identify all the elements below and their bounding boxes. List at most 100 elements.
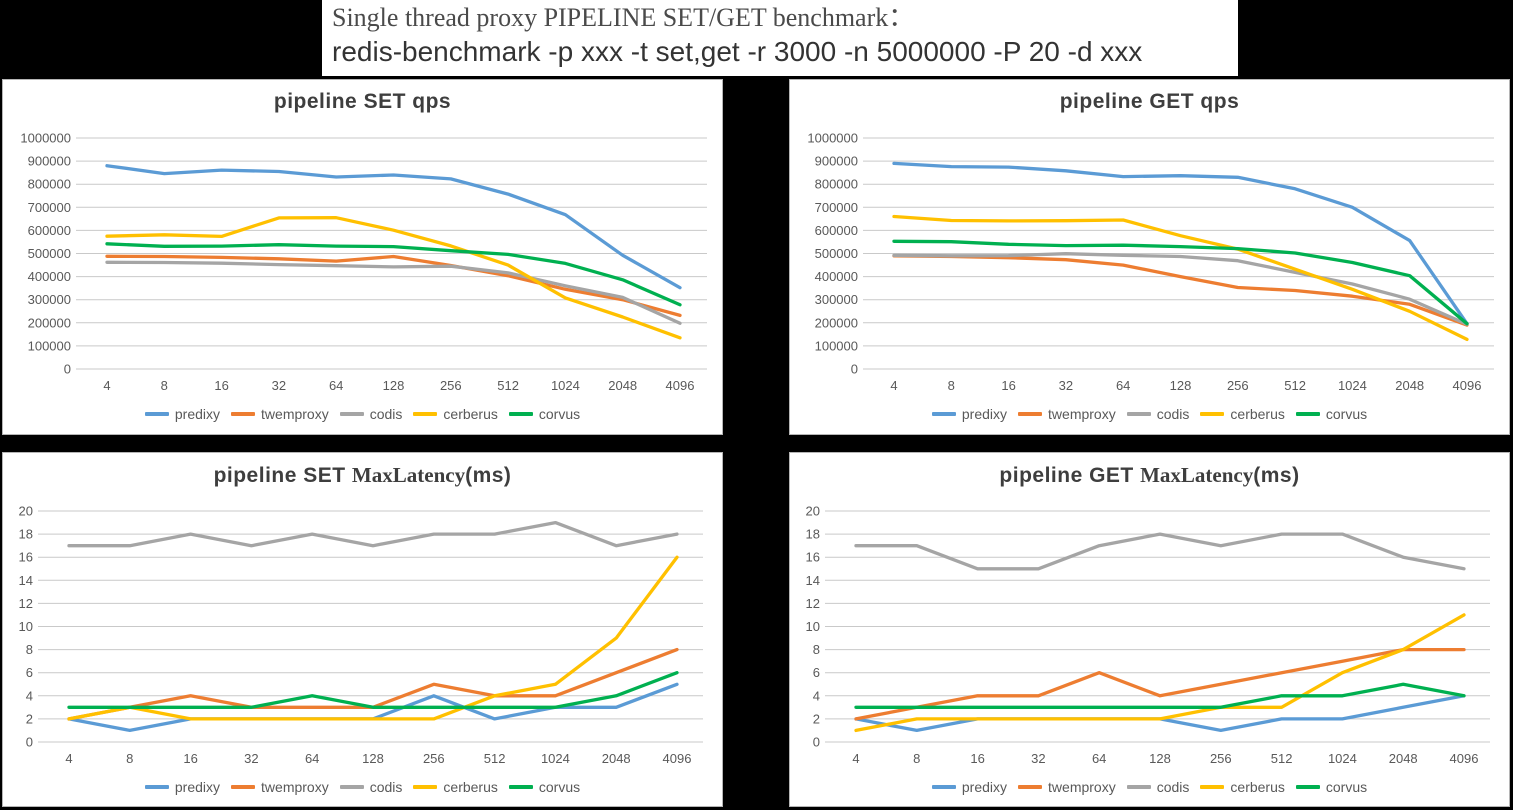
legend-label: predixy xyxy=(961,406,1008,422)
y-axis-tick-label: 900000 xyxy=(28,154,71,169)
x-axis-tick-label: 128 xyxy=(1170,378,1192,393)
chart-title-text: pipeline GET qps xyxy=(1059,90,1240,113)
y-axis-tick-label: 100000 xyxy=(28,338,71,353)
y-axis-tick-label: 500000 xyxy=(28,246,71,261)
set-qps-chart: 0 100000 200000 300000 400000 500000 600000 700… xyxy=(20,131,707,393)
y-axis-tick-label: 20 xyxy=(806,504,820,519)
x-axis-tick-label: 1024 xyxy=(541,751,570,766)
set-maxlatency-legend: predixy twemproxy codis cerberus corvus xyxy=(3,779,722,795)
series-line-codis xyxy=(105,260,682,325)
header-benchmark-title: Single thread proxy PIPELINE SET/GET ben… xyxy=(332,3,915,32)
y-axis-tick-label: 4 xyxy=(26,688,33,703)
legend-label: codis xyxy=(369,779,403,795)
y-axis-tick-label: 600000 xyxy=(815,223,858,238)
legend-item-corvus: corvus xyxy=(1295,779,1368,795)
legend-swatch-predixy xyxy=(931,785,956,789)
legend-item-twemproxy: twemproxy xyxy=(1018,779,1116,795)
set-maxlatency-chart-title: pipeline SET MaxLatency(ms) xyxy=(3,463,722,488)
y-axis-tick-label: 20 xyxy=(19,504,33,519)
legend-label: codis xyxy=(369,406,403,422)
x-axis-tick-label: 4 xyxy=(890,378,897,393)
x-axis-tick-label: 4096 xyxy=(663,751,692,766)
legend-label: cerberus xyxy=(443,779,498,795)
x-axis-tick-label: 16 xyxy=(214,378,228,393)
y-axis-tick-label: 10 xyxy=(19,619,33,634)
x-axis-tick-label: 16 xyxy=(970,751,984,766)
x-axis-tick-label: 512 xyxy=(497,378,519,393)
legend-item-corvus: corvus xyxy=(508,406,581,422)
y-axis-tick-label: 700000 xyxy=(28,200,71,215)
legend-label: cerberus xyxy=(1230,406,1285,422)
x-axis-tick-label: 512 xyxy=(484,751,506,766)
y-axis-tick-label: 0 xyxy=(26,735,33,750)
series-line-corvus xyxy=(67,671,679,709)
legend-item-codis: codis xyxy=(1126,406,1190,422)
x-axis-tick-label: 64 xyxy=(1116,378,1130,393)
legend-label: codis xyxy=(1156,779,1190,795)
chart-panel-get-maxlatency: 0 2 4 6 8 10 12 14 16 18 20 4 8 16 32 64 128 256 512 1024 20… xyxy=(789,452,1510,807)
legend-swatch-twemproxy xyxy=(1018,412,1043,416)
y-axis-tick-label: 900000 xyxy=(815,154,858,169)
legend-swatch-twemproxy xyxy=(231,412,256,416)
x-axis-tick-label: 2048 xyxy=(1395,378,1424,393)
legend-item-cerberus: cerberus xyxy=(1200,406,1285,422)
legend-label: twemproxy xyxy=(261,779,329,795)
legend-swatch-codis xyxy=(339,412,364,416)
series-line-codis xyxy=(892,252,1469,326)
x-axis-tick-label: 64 xyxy=(1092,751,1106,766)
chart-title-text: MaxLatency xyxy=(351,463,466,487)
series-line-corvus xyxy=(105,242,682,307)
get-maxlatency-chart-title: pipeline GET MaxLatency(ms) xyxy=(790,463,1509,488)
legend-item-cerberus: cerberus xyxy=(1200,779,1285,795)
x-axis-tick-label: 4 xyxy=(65,751,72,766)
x-axis-tick-label: 2048 xyxy=(608,378,637,393)
series-line-codis xyxy=(67,520,679,548)
series-line-predixy xyxy=(105,164,682,290)
legend-label: codis xyxy=(1156,406,1190,422)
y-axis-tick-label: 700000 xyxy=(815,200,858,215)
legend-label: predixy xyxy=(174,406,221,422)
legend-item-corvus: corvus xyxy=(1295,406,1367,422)
x-axis-tick-label: 1024 xyxy=(1338,378,1367,393)
legend-swatch-corvus xyxy=(1295,412,1320,416)
get-qps-legend: predixy twemproxy codis cerberus corvus xyxy=(790,406,1509,422)
y-axis-tick-label: 0 xyxy=(851,362,858,377)
x-axis-tick-label: 64 xyxy=(305,751,319,766)
get-maxlatency-legend: predixy twemproxy codis cerberus corvus xyxy=(790,779,1509,795)
y-axis-tick-label: 12 xyxy=(19,596,33,611)
x-axis-tick-label: 16 xyxy=(1001,378,1015,393)
x-axis-tick-label: 256 xyxy=(440,378,462,393)
y-axis-tick-label: 2 xyxy=(26,711,33,726)
legend-item-predixy: predixy xyxy=(144,406,221,422)
x-axis-tick-label: 2048 xyxy=(1389,751,1418,766)
set-qps-legend: predixy twemproxy codis cerberus corvus xyxy=(3,406,722,422)
legend-swatch-cerberus xyxy=(413,785,438,789)
y-axis-tick-label: 8 xyxy=(26,642,33,657)
x-axis-tick-label: 256 xyxy=(423,751,445,766)
header-title-box: Single thread proxy PIPELINE SET/GET ben… xyxy=(322,0,1238,76)
y-axis-tick-label: 400000 xyxy=(815,269,858,284)
legend-item-cerberus: cerberus xyxy=(413,779,498,795)
legend-item-twemproxy: twemproxy xyxy=(1018,406,1116,422)
x-axis-tick-label: 32 xyxy=(272,378,286,393)
x-axis-tick-label: 4096 xyxy=(666,378,695,393)
legend-label: twemproxy xyxy=(1048,779,1116,795)
series-line-twemproxy xyxy=(105,254,682,318)
y-axis-tick-label: 6 xyxy=(26,665,33,680)
y-axis-tick-label: 18 xyxy=(19,527,33,542)
legend-swatch-codis xyxy=(1126,785,1151,789)
x-axis-tick-label: 32 xyxy=(1059,378,1073,393)
legend-item-predixy: predixy xyxy=(931,779,1007,795)
x-axis-tick-label: 512 xyxy=(1284,378,1306,393)
legend-swatch-cerberus xyxy=(413,412,438,416)
legend-swatch-corvus xyxy=(508,785,533,789)
chart-title-text: pipeline SET qps xyxy=(273,90,452,113)
legend-label: corvus xyxy=(538,406,581,422)
legend-swatch-codis xyxy=(339,785,364,789)
x-axis-tick-label: 256 xyxy=(1227,378,1249,393)
x-axis-tick-label: 2048 xyxy=(602,751,631,766)
legend-label: corvus xyxy=(1325,779,1368,795)
x-axis-tick-label: 4096 xyxy=(1450,751,1479,766)
x-axis-tick-label: 32 xyxy=(1031,751,1045,766)
